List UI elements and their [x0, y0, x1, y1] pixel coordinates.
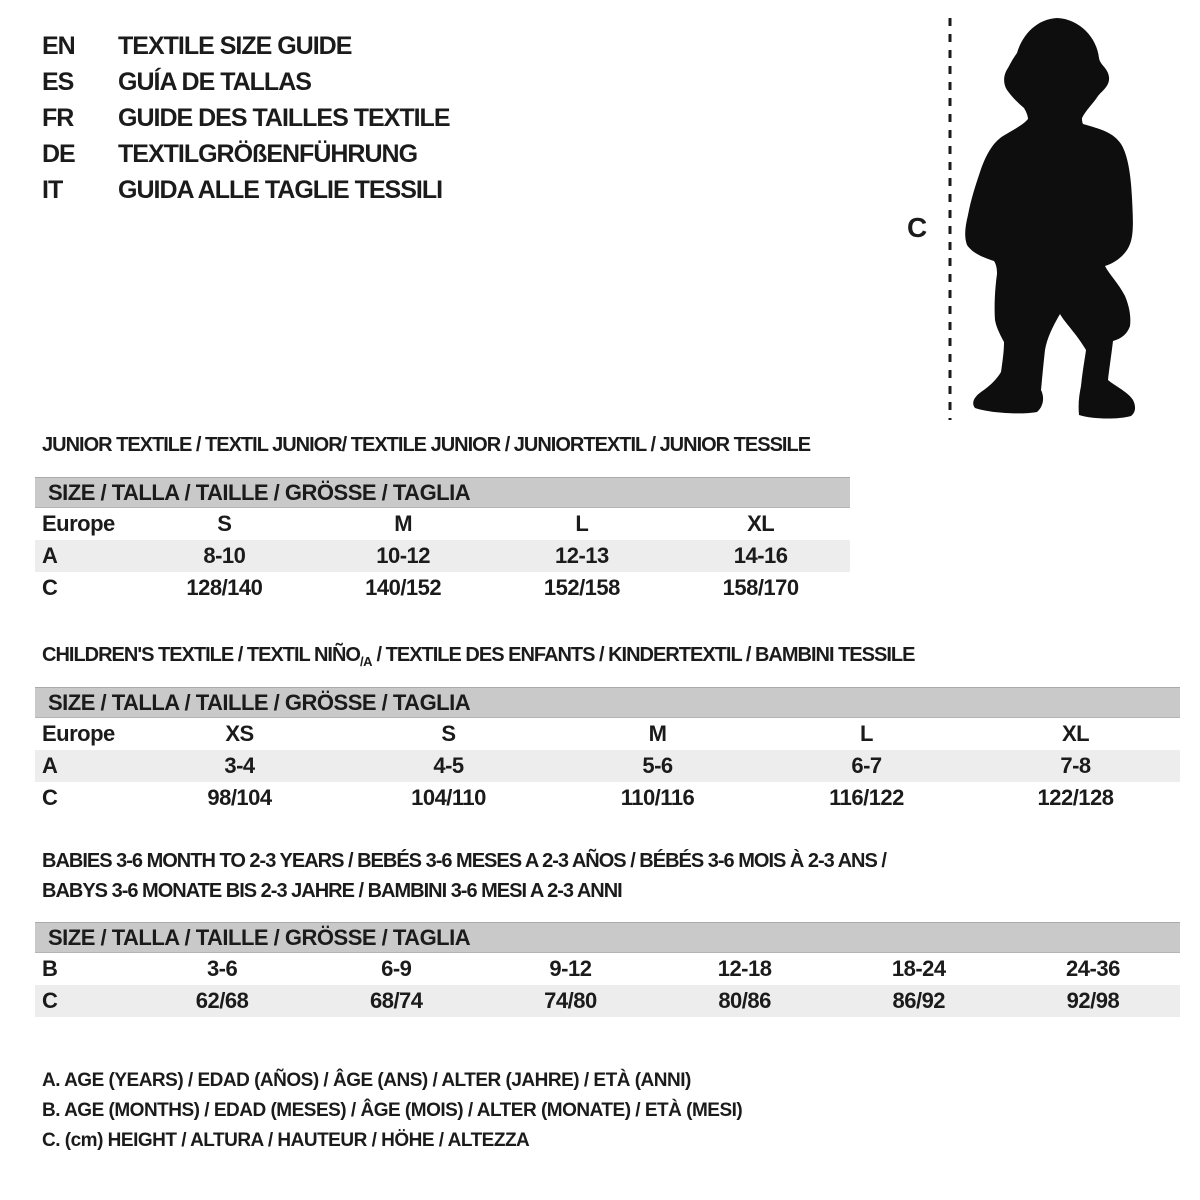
- table-row-europe: Europe XS S M L XL: [35, 718, 1180, 750]
- age-cell: 18-24: [891, 956, 946, 981]
- age-cell: 10-12: [376, 543, 431, 568]
- age-cell: 12-13: [554, 543, 609, 568]
- table-row-height-cm: C 98/104 104/110 110/116 116/122 122/128: [35, 782, 1180, 814]
- lang-code: IT: [42, 175, 63, 204]
- lang-code: FR: [42, 103, 74, 132]
- babies-title-line2: BABYS 3-6 MONATE BIS 2-3 JAHRE / BAMBINI…: [42, 880, 623, 902]
- size-cell: L: [860, 721, 873, 746]
- row-label: C: [42, 575, 58, 600]
- language-title-list: EN TEXTILE SIZE GUIDE ES GUÍA DE TALLAS …: [42, 28, 451, 208]
- size-header-row: SIZE / TALLA / TAILLE / GRÖSSE / TAGLIA: [35, 687, 1180, 718]
- junior-section-title: JUNIOR TEXTILE / TEXTIL JUNIOR/ TEXTILE …: [42, 434, 811, 456]
- age-cell: 4-5: [433, 753, 464, 778]
- table-row-age-years: A 3-4 4-5 5-6 6-7 7-8: [35, 750, 1180, 782]
- size-cell: M: [394, 511, 413, 536]
- size-header-row: SIZE / TALLA / TAILLE / GRÖSSE / TAGLIA: [35, 477, 850, 508]
- height-cell: 116/122: [829, 785, 904, 810]
- babies-size-table: SIZE / TALLA / TAILLE / GRÖSSE / TAGLIA …: [35, 922, 1180, 1017]
- row-label: C: [42, 988, 58, 1013]
- toddler-silhouette: [965, 18, 1136, 419]
- age-cell: 3-4: [224, 753, 255, 778]
- height-measure-label: C: [907, 212, 927, 243]
- row-label: C: [42, 785, 58, 810]
- legend-line-b: B. AGE (MONTHS) / EDAD (MESES) / ÂGE (MO…: [42, 1100, 743, 1121]
- legend-line-c: C. (cm) HEIGHT / ALTURA / HAUTEUR / HÖHE…: [42, 1130, 530, 1151]
- height-cell: 86/92: [892, 988, 946, 1013]
- age-cell: 3-6: [206, 956, 238, 981]
- height-cell: 62/68: [195, 988, 249, 1013]
- size-cell: L: [575, 511, 589, 536]
- lang-code: EN: [42, 31, 76, 60]
- lang-row-en: EN TEXTILE SIZE GUIDE: [42, 28, 450, 64]
- age-cell: 6-9: [381, 956, 412, 981]
- table-row-age-years: A 8-10 10-12 12-13 14-16: [35, 540, 850, 572]
- size-cell: S: [217, 511, 232, 536]
- babies-title-line1: BABIES 3-6 MONTH TO 2-3 YEARS / BEBÉS 3-…: [42, 850, 887, 872]
- children-title-sub: /A: [359, 654, 373, 669]
- toddler-figure-svg: [948, 18, 1136, 420]
- size-cell: XL: [1061, 721, 1090, 746]
- lang-row-de: DE TEXTILGRÖßENFÜHRUNG: [42, 136, 450, 172]
- height-cell: 104/110: [411, 785, 486, 810]
- lang-title: TEXTILGRÖßENFÜHRUNG: [118, 139, 418, 168]
- row-label: A: [42, 543, 58, 568]
- height-cell: 98/104: [207, 785, 272, 810]
- size-cell: XL: [747, 511, 775, 536]
- height-cell: 80/86: [718, 988, 771, 1013]
- height-cell: 152/158: [543, 575, 621, 600]
- legend-line-a: A. AGE (YEARS) / EDAD (AÑOS) / ÂGE (ANS)…: [42, 1070, 691, 1091]
- height-cell: 140/152: [365, 575, 442, 600]
- table-row-europe: Europe S M L XL: [35, 508, 850, 540]
- height-cell: 158/170: [722, 575, 800, 600]
- row-label: B: [42, 956, 58, 981]
- size-cell: M: [648, 721, 667, 746]
- size-header-row: SIZE / TALLA / TAILLE / GRÖSSE / TAGLIA: [35, 922, 1180, 953]
- age-cell: 6-7: [851, 753, 882, 778]
- height-cell: 74/80: [544, 988, 597, 1013]
- height-cell: 68/74: [369, 988, 423, 1013]
- age-cell: 24-36: [1066, 956, 1120, 981]
- table-row-height-cm: C 62/68 68/74 74/80 80/86 86/92 92/98: [35, 985, 1180, 1017]
- table-row-age-months: B 3-6 6-9 9-12 12-18 18-24 24-36: [35, 953, 1180, 985]
- children-title-post: / TEXTILE DES ENFANTS / KINDERTEXTIL / B…: [371, 644, 916, 666]
- age-cell: 5-6: [642, 753, 673, 778]
- height-cell: 122/128: [1037, 785, 1114, 810]
- lang-title: TEXTILE SIZE GUIDE: [118, 31, 352, 60]
- age-cell: 8-10: [203, 543, 246, 568]
- lang-title: GUÍA DE TALLAS: [118, 67, 312, 96]
- height-cell: 110/116: [620, 785, 695, 810]
- measure-legend: A. AGE (YEARS) / EDAD (AÑOS) / ÂGE (ANS)…: [42, 1066, 743, 1156]
- children-section-title: CHILDREN'S TEXTILE / TEXTIL NIÑO/A / TEX…: [42, 640, 916, 677]
- children-size-table: SIZE / TALLA / TAILLE / GRÖSSE / TAGLIA …: [35, 687, 1180, 814]
- size-cell: XS: [225, 721, 254, 746]
- children-title-pre: CHILDREN'S TEXTILE / TEXTIL NIÑO: [42, 644, 361, 666]
- lang-row-it: IT GUIDA ALLE TAGLIE TESSILI: [42, 172, 450, 208]
- lang-row-fr: FR GUIDE DES TAILLES TEXTILE: [42, 100, 451, 136]
- row-label: Europe: [42, 511, 115, 536]
- age-cell: 14-16: [733, 543, 788, 568]
- height-measure-figure: C: [895, 8, 1155, 438]
- lang-code: DE: [42, 139, 76, 168]
- height-cell: 128/140: [186, 575, 263, 600]
- lang-title: GUIDA ALLE TAGLIE TESSILI: [118, 175, 443, 204]
- age-cell: 7-8: [1060, 753, 1091, 778]
- junior-size-table: SIZE / TALLA / TAILLE / GRÖSSE / TAGLIA …: [35, 477, 850, 604]
- age-cell: 9-12: [549, 956, 592, 981]
- lang-title: GUIDE DES TAILLES TEXTILE: [118, 103, 451, 132]
- age-cell: 12-18: [717, 956, 772, 981]
- babies-section-title: BABIES 3-6 MONTH TO 2-3 YEARS / BEBÉS 3-…: [42, 846, 887, 906]
- row-label: Europe: [42, 721, 115, 746]
- table-row-height-cm: C 128/140 140/152 152/158 158/170: [35, 572, 850, 604]
- lang-code: ES: [42, 67, 74, 96]
- row-label: A: [42, 753, 58, 778]
- lang-row-es: ES GUÍA DE TALLAS: [42, 64, 450, 100]
- height-cell: 92/98: [1066, 988, 1120, 1013]
- size-cell: S: [441, 721, 456, 746]
